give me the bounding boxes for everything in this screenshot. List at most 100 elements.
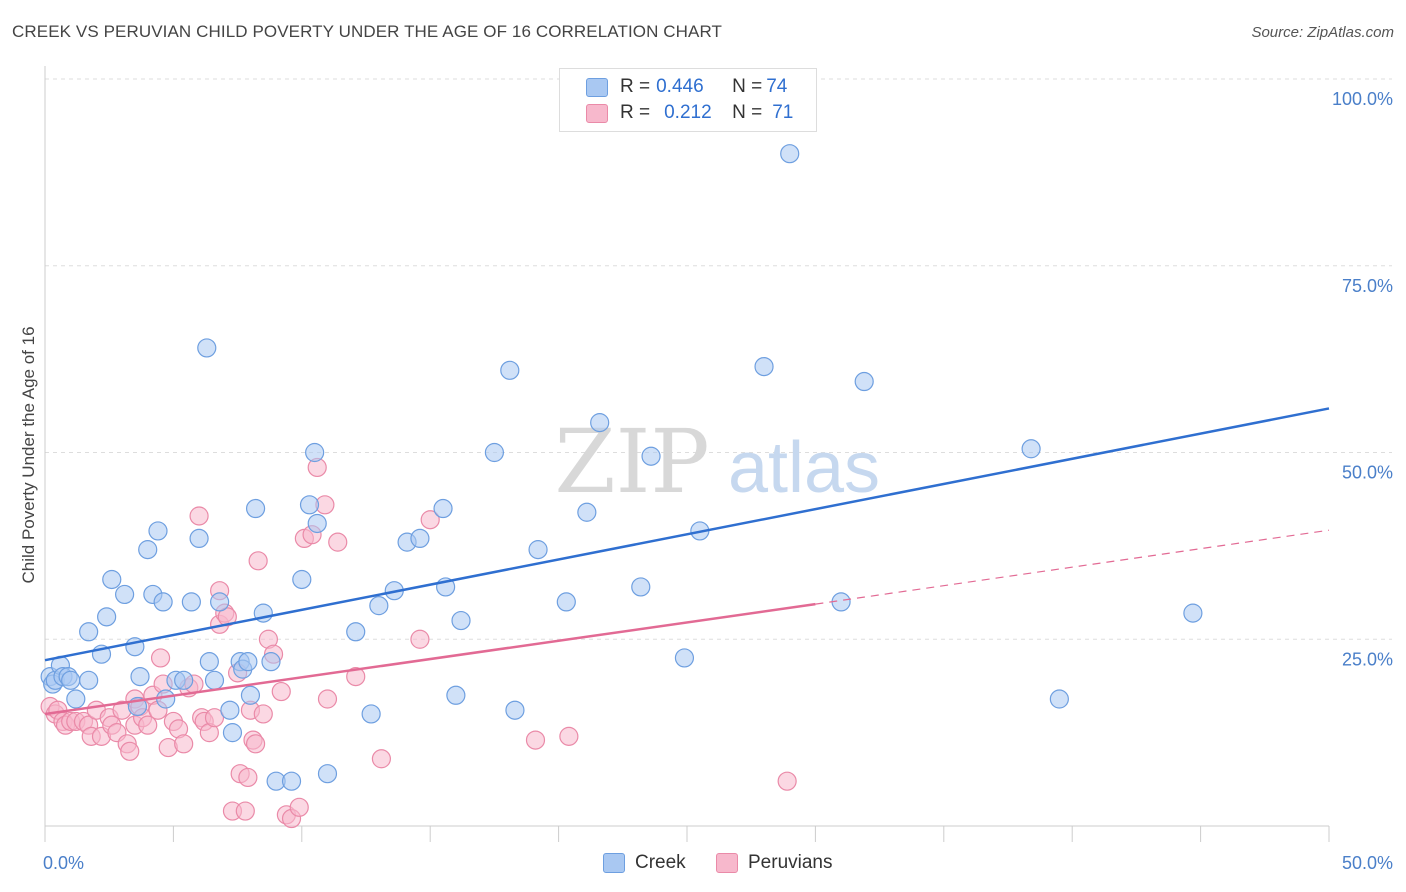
peruvians-point-37 xyxy=(204,708,225,728)
creek-point-34 xyxy=(238,652,258,672)
creek-point-70 xyxy=(854,371,874,392)
creek-point-71 xyxy=(1021,439,1041,459)
creek-point-23 xyxy=(174,670,194,690)
peruvians-point-51 xyxy=(253,704,273,724)
creek-point-43 xyxy=(305,442,325,463)
creek-trend-line xyxy=(44,407,1330,662)
peruvians-point-54 xyxy=(271,681,291,702)
peruvians-r-label: R = xyxy=(620,102,651,123)
creek-point-44 xyxy=(307,513,327,534)
peruvians-point-64 xyxy=(346,666,366,687)
creek-point-52 xyxy=(433,498,453,519)
tick-labels: 25.0% 50.0% 75.0% 100.0% 0.0% 50.0% xyxy=(43,89,1393,873)
creek-point-67 xyxy=(754,356,774,377)
peruvians-legend-swatch xyxy=(716,853,738,873)
watermark-atlas: atlas xyxy=(728,428,880,508)
y-axis-title: Child Poverty Under the Age of 16 xyxy=(19,326,38,583)
legend-item-creek: Creek xyxy=(603,852,686,874)
watermark: ZIP atlas xyxy=(554,410,880,513)
peruvians-point-69 xyxy=(559,726,579,746)
peruvians-n-value: 71 xyxy=(772,102,794,123)
peruvians-point-65 xyxy=(371,749,392,769)
creek-point-58 xyxy=(505,700,525,720)
creek-point-17 xyxy=(138,540,158,560)
creek-point-57 xyxy=(500,360,520,380)
creek-point-42 xyxy=(299,495,320,515)
creek-point-20 xyxy=(153,592,173,612)
creek-point-59 xyxy=(528,540,548,560)
peruvians-point-30 xyxy=(174,734,194,754)
creek-point-56 xyxy=(484,442,504,463)
peruvians-point-25 xyxy=(150,648,171,668)
creek-point-12 xyxy=(102,569,122,590)
creek-legend-label: Creek xyxy=(635,852,686,873)
creek-point-68 xyxy=(780,144,800,164)
y-tick-label-3: 100.0% xyxy=(1332,89,1393,109)
y-tick-label-2: 75.0% xyxy=(1342,276,1393,296)
peruvians-point-67 xyxy=(420,510,440,530)
creek-point-48 xyxy=(369,596,389,616)
creek-point-35 xyxy=(240,685,261,705)
creek-point-25 xyxy=(189,528,209,549)
creek-n-value: 74 xyxy=(766,76,788,97)
legend-row-creek: R = 0.446 N = 74 xyxy=(586,76,787,98)
peruvians-swatch xyxy=(586,103,608,123)
creek-point-8 xyxy=(79,670,99,690)
creek-point-38 xyxy=(261,652,281,672)
peruvians-point-41 xyxy=(217,607,237,627)
source-label: Source: ZipAtlas.com xyxy=(1251,24,1394,41)
peruvians-n-label: N = xyxy=(732,102,763,123)
creek-point-9 xyxy=(79,622,99,642)
creek-point-13 xyxy=(115,584,135,605)
creek-r-label: R = xyxy=(620,76,651,97)
creek-point-73 xyxy=(1183,603,1203,623)
creek-point-29 xyxy=(210,592,230,612)
peruvians-points xyxy=(40,457,797,829)
x-tick-label-1: 50.0% xyxy=(1342,853,1393,873)
creek-point-45 xyxy=(317,764,338,784)
creek-point-55 xyxy=(451,610,471,631)
peruvians-legend-label: Peruvians xyxy=(748,852,833,873)
legend-row-peruvians: R = 0.212 N = 71 xyxy=(586,102,793,124)
creek-n-label: N = xyxy=(732,76,763,97)
peruvians-point-70 xyxy=(777,771,797,791)
creek-point-19 xyxy=(148,521,168,541)
creek-point-63 xyxy=(631,577,651,597)
peruvians-point-50 xyxy=(248,551,268,571)
peruvians-point-57 xyxy=(289,797,309,817)
creek-point-61 xyxy=(577,502,597,522)
peruvians-point-22 xyxy=(138,715,158,735)
creek-point-47 xyxy=(361,704,381,724)
y-tick-label-1: 50.0% xyxy=(1342,463,1393,483)
peruvians-point-33 xyxy=(189,506,209,526)
chart-title: CREEK VS PERUVIAN CHILD POVERTY UNDER TH… xyxy=(12,22,723,41)
creek-point-46 xyxy=(346,622,366,642)
creek-point-6 xyxy=(61,670,81,690)
creek-point-28 xyxy=(204,670,225,690)
creek-point-16 xyxy=(130,666,150,687)
creek-point-21 xyxy=(156,689,176,709)
creek-point-24 xyxy=(181,592,201,612)
creek-point-72 xyxy=(1049,689,1069,709)
creek-point-64 xyxy=(641,446,661,466)
creek-point-41 xyxy=(292,569,312,590)
creek-point-36 xyxy=(245,498,266,519)
peruvians-point-46 xyxy=(238,767,258,788)
peruvians-point-49 xyxy=(245,734,266,754)
creek-point-40 xyxy=(281,771,302,791)
creek-point-60 xyxy=(556,592,576,612)
series-legend: Creek Peruvians xyxy=(0,852,1406,876)
creek-point-51 xyxy=(410,528,430,549)
trend-lines xyxy=(44,407,1330,716)
peruvians-trend-extension xyxy=(815,529,1330,605)
peruvians-point-45 xyxy=(235,801,255,821)
x-tick-label-0: 0.0% xyxy=(43,853,84,873)
stats-legend: R = 0.446 N = 74 R = 0.212 N = 71 xyxy=(559,68,817,132)
creek-legend-swatch xyxy=(603,853,625,873)
peruvians-point-68 xyxy=(525,730,546,750)
peruvians-point-17 xyxy=(120,741,140,761)
creek-point-27 xyxy=(199,652,219,672)
watermark-zip: ZIP xyxy=(554,410,709,513)
legend-item-peruvians: Peruvians xyxy=(716,852,833,874)
